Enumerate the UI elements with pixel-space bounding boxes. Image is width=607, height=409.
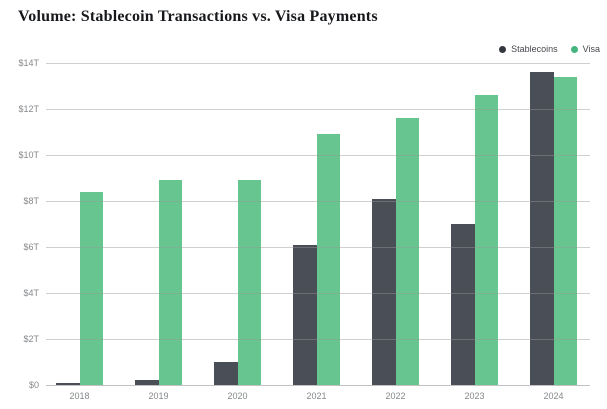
gridline xyxy=(46,292,590,294)
plot-area xyxy=(46,62,590,386)
bar-visa-2020 xyxy=(237,180,261,385)
bar-visa-2023 xyxy=(474,95,498,385)
bar-stablecoins-2020 xyxy=(214,362,238,385)
bar-visa-2021 xyxy=(316,134,340,385)
gridline xyxy=(46,108,590,110)
x-tick-label: 2019 xyxy=(148,391,169,401)
bar-stablecoins-2021 xyxy=(293,244,317,385)
y-tick-label: $6T xyxy=(23,242,39,252)
legend-dot-icon xyxy=(570,45,578,53)
y-tick-label: $0 xyxy=(28,380,39,390)
gridline xyxy=(46,62,590,64)
chart-legend: Stablecoins Visa xyxy=(499,44,600,54)
x-tick-label: 2020 xyxy=(227,391,248,401)
bar-stablecoins-2023 xyxy=(451,224,475,385)
x-tick-label: 2018 xyxy=(69,391,90,401)
bar-visa-2019 xyxy=(158,180,182,385)
y-tick-label: $4T xyxy=(23,288,39,298)
legend-item-label: Visa xyxy=(582,44,600,54)
gridline xyxy=(46,200,590,202)
x-tick-label: 2024 xyxy=(543,391,564,401)
bar-stablecoins-2024 xyxy=(530,72,554,385)
y-tick-label: $8T xyxy=(23,196,39,206)
legend-item-label: Stablecoins xyxy=(511,44,558,54)
bar-stablecoins-2018 xyxy=(56,382,80,385)
y-tick-label: $2T xyxy=(23,334,39,344)
gridline xyxy=(46,246,590,248)
bar-stablecoins-2019 xyxy=(135,380,159,385)
bar-visa-2024 xyxy=(553,76,577,385)
gridline xyxy=(46,338,590,340)
x-tick-label: 2022 xyxy=(385,391,406,401)
x-tick-label: 2021 xyxy=(306,391,327,401)
legend-dot-icon xyxy=(499,45,507,53)
bar-stablecoins-2022 xyxy=(372,198,396,385)
y-tick-label: $14T xyxy=(18,58,39,68)
x-tick-label: 2023 xyxy=(464,391,485,401)
bar-visa-2022 xyxy=(395,118,419,385)
x-axis-line xyxy=(46,384,590,386)
legend-item-stablecoins: Stablecoins xyxy=(499,44,558,54)
y-tick-label: $12T xyxy=(18,104,39,114)
y-tick-label: $10T xyxy=(18,150,39,160)
bar-visa-2018 xyxy=(79,191,103,385)
gridline xyxy=(46,154,590,156)
legend-item-visa: Visa xyxy=(570,44,600,54)
chart-title: Volume: Stablecoin Transactions vs. Visa… xyxy=(18,8,378,25)
